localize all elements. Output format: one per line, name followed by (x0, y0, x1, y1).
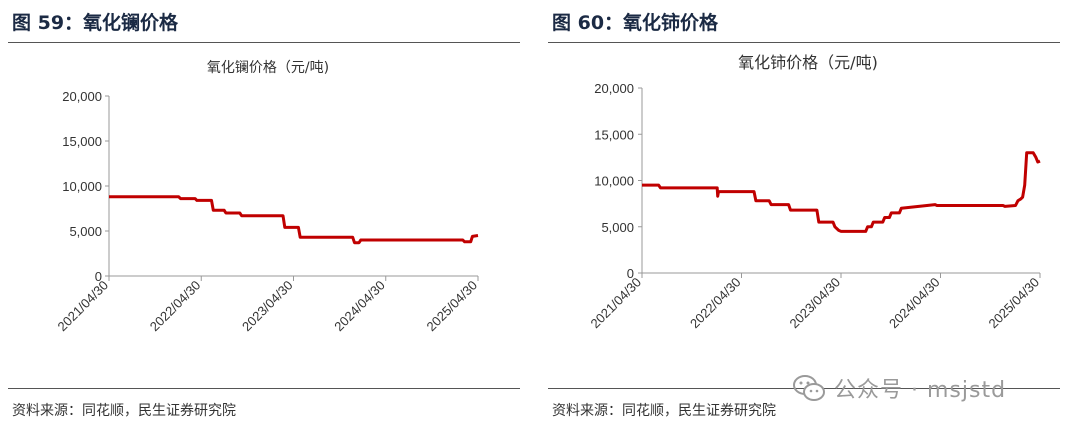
bottom-rule (8, 388, 520, 389)
price-series-line (642, 151, 1041, 233)
y-tick-label: 10,000 (62, 179, 102, 194)
cerium-price-chart: 氧化铈价格（元/吨) 20,000 15,000 10,000 5,000 02021/0… (587, 53, 1042, 332)
y-tick-label: 20,000 (594, 81, 634, 96)
top-rule (548, 42, 1060, 43)
x-tick-label: 2025/04/30 (423, 278, 480, 335)
y-tick-label: 15,000 (62, 134, 102, 149)
x-tick-label: 2025/04/30 (985, 275, 1042, 332)
y-tick-label: 20,000 (62, 89, 102, 104)
x-tick-label: 2021/04/30 (54, 278, 111, 335)
x-tick-label: 2021/04/30 (587, 275, 644, 332)
x-tick-label: 2023/04/30 (239, 278, 296, 335)
y-tick-label: 0 (627, 266, 634, 281)
watermark-text: 公众号 · msjstd (834, 378, 1007, 403)
x-tick-label: 2024/04/30 (331, 278, 388, 335)
wechat-icon (793, 375, 825, 401)
y-tick-label: 5,000 (601, 220, 634, 235)
y-tick-label: 0 (95, 269, 102, 284)
x-tick-label: 2023/04/30 (786, 275, 843, 332)
x-tick-label: 2024/04/30 (886, 275, 943, 332)
y-tick-label: 5,000 (69, 224, 102, 239)
figure-title: 图 60：氧化铈价格 (552, 12, 719, 34)
panel-lanthanum-oxide: 图 59：氧化镧价格 氧化镧价格（元/吨) 20,000 15,000 10,000 5… (8, 0, 528, 433)
panel-cerium-oxide: 图 60：氧化铈价格 氧化铈价格（元/吨) 20,000 15,000 10,000 5… (548, 0, 1068, 433)
y-tick-label: 15,000 (594, 127, 634, 142)
x-tick-label: 2022/04/30 (147, 278, 204, 335)
chart-title: 氧化镧价格（元/吨) (207, 60, 329, 76)
watermark: 公众号 · msjstd (792, 370, 1006, 406)
source-note: 资料来源：同花顺，民生证券研究院 (552, 403, 776, 419)
x-tick-label: 2022/04/30 (687, 275, 744, 332)
source-note: 资料来源：同花顺，民生证券研究院 (12, 403, 236, 419)
price-series-line (109, 195, 479, 245)
figure-title: 图 59：氧化镧价格 (12, 12, 179, 34)
chart-title: 氧化铈价格（元/吨) (738, 53, 878, 72)
top-rule (8, 42, 520, 43)
lanthanum-price-chart: 氧化镧价格（元/吨) 20,000 15,000 10,000 5,000 02021/0… (54, 60, 480, 335)
y-tick-label: 10,000 (594, 174, 634, 189)
